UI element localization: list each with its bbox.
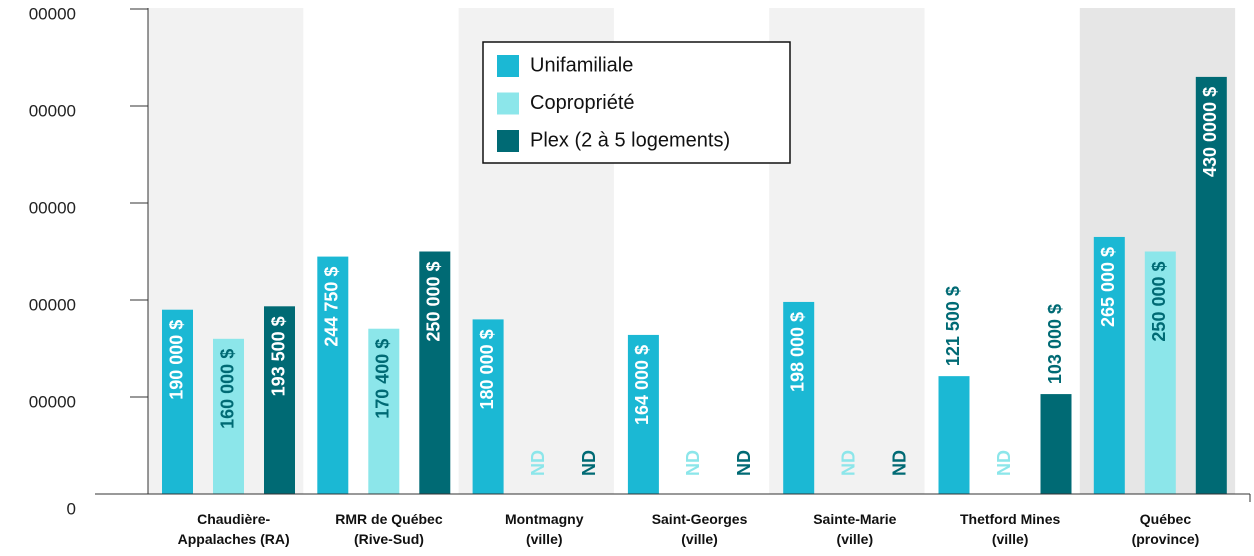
bar	[162, 309, 193, 494]
y-tick-label: 00000	[29, 101, 76, 120]
bar	[368, 328, 400, 494]
value-label: ND	[579, 450, 599, 476]
value-label: ND	[838, 450, 858, 476]
x-tick-label-line: (ville)	[992, 531, 1029, 547]
value-label: 160 000 $	[217, 349, 237, 429]
value-label: 193 500 $	[268, 316, 288, 396]
value-label: 170 400 $	[373, 339, 393, 419]
x-tick-label-line: (ville)	[526, 531, 563, 547]
legend-label: Plex (2 à 5 logements)	[530, 129, 730, 151]
value-label: 180 000 $	[477, 329, 497, 409]
legend-swatch	[497, 55, 519, 77]
value-label: 430 0000 $	[1200, 87, 1220, 177]
value-label: 265 000 $	[1098, 247, 1118, 327]
bar	[627, 334, 659, 494]
y-tick-label: 00000	[29, 392, 76, 411]
bar	[938, 376, 970, 494]
y-tick-label: 00000	[29, 295, 76, 314]
y-tick-label: 0	[67, 499, 76, 518]
value-label: ND	[528, 450, 548, 476]
x-tick-label: Chaudière- Appalaches (RA)	[178, 511, 290, 547]
x-tick-label-line: Sainte-Marie	[813, 511, 896, 527]
legend-label: Copropriété	[530, 92, 635, 114]
value-label: 250 000 $	[1149, 262, 1169, 342]
x-tick-label-line: (Rive-Sud)	[354, 531, 424, 547]
value-label: ND	[889, 450, 909, 476]
x-tick-label-line: Appalaches (RA)	[178, 531, 290, 547]
value-label: 103 000 $	[1045, 304, 1065, 384]
bar	[213, 338, 244, 494]
legend-swatch	[497, 92, 519, 115]
bar	[472, 319, 504, 494]
value-label: ND	[994, 450, 1014, 476]
x-tick-label: Saint-Georges (ville)	[652, 511, 748, 547]
bar	[783, 301, 815, 494]
bar	[1040, 394, 1072, 494]
bar	[1144, 251, 1176, 494]
x-tick-label-line: Thetford Mines	[960, 511, 1061, 527]
x-tick-label-line: Montmagny	[505, 511, 584, 527]
x-tick-label: Québec (province)	[1132, 511, 1200, 547]
legend-swatch	[497, 130, 519, 152]
value-label: 190 000 $	[166, 320, 186, 400]
x-tick-label: Thetford Mines (ville)	[960, 511, 1061, 547]
legend-label: Unifamiliale	[530, 54, 633, 76]
x-tick-label-line: (province)	[1132, 531, 1200, 547]
legend-box	[482, 41, 791, 164]
bar	[264, 306, 295, 494]
value-label: 121 500 $	[943, 286, 963, 366]
bar	[1093, 236, 1125, 494]
x-tick-label-line: (ville)	[681, 531, 718, 547]
x-tick-label-line: Québec	[1140, 511, 1192, 527]
x-tick-label: RMR de Québec (Rive-Sud)	[335, 511, 443, 547]
x-tick-label-line: Chaudière-	[197, 511, 270, 527]
x-tick-label: Montmagny (ville)	[505, 511, 584, 547]
bar	[1195, 76, 1227, 495]
x-tick-label: Sainte-Marie (ville)	[813, 511, 896, 547]
value-label: ND	[683, 450, 703, 476]
x-tick-label-line: Saint-Georges	[652, 511, 748, 527]
x-tick-label-line: (ville)	[837, 531, 874, 547]
y-tick-label: 00000	[29, 198, 76, 217]
y-tick-label: 00000	[29, 4, 76, 23]
value-label: 244 750 $	[322, 267, 342, 347]
value-label: ND	[734, 450, 754, 476]
value-label: 164 000 $	[632, 345, 652, 425]
value-label: 250 000 $	[424, 262, 444, 342]
bar	[317, 256, 349, 494]
value-label: 198 000 $	[787, 312, 807, 392]
bar	[419, 251, 451, 494]
x-tick-label-line: RMR de Québec	[335, 511, 443, 527]
